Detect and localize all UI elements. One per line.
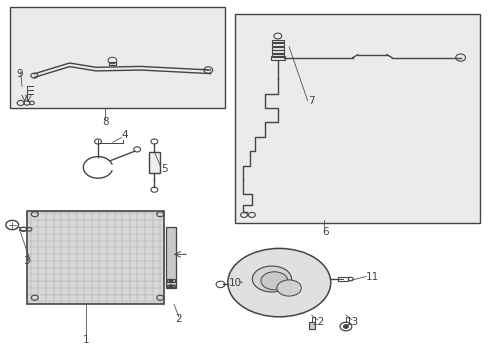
Text: 5: 5 bbox=[161, 164, 168, 174]
Bar bbox=[272, 47, 284, 50]
Bar bbox=[272, 54, 284, 57]
Bar bbox=[272, 43, 284, 46]
Text: 13: 13 bbox=[346, 317, 360, 327]
Bar bbox=[167, 279, 175, 282]
Bar bbox=[272, 50, 284, 53]
Bar bbox=[10, 7, 225, 108]
Text: 7: 7 bbox=[308, 96, 315, 106]
Text: 1: 1 bbox=[82, 335, 89, 345]
Text: 4: 4 bbox=[122, 130, 128, 140]
Ellipse shape bbox=[277, 280, 301, 296]
Text: 3: 3 bbox=[24, 256, 30, 266]
Text: 11: 11 bbox=[366, 272, 379, 282]
Text: 10: 10 bbox=[229, 278, 242, 288]
Text: 12: 12 bbox=[312, 317, 325, 327]
Bar bbox=[272, 40, 284, 42]
Text: 8: 8 bbox=[102, 117, 109, 127]
Bar bbox=[149, 152, 160, 173]
Bar bbox=[309, 322, 315, 329]
Ellipse shape bbox=[252, 266, 292, 292]
Bar bbox=[167, 285, 175, 287]
Text: 2: 2 bbox=[175, 314, 182, 324]
Text: 9: 9 bbox=[16, 69, 23, 79]
Bar bbox=[108, 62, 116, 65]
Text: 6: 6 bbox=[322, 227, 329, 237]
Bar bbox=[27, 211, 164, 304]
Bar bbox=[166, 227, 176, 288]
Ellipse shape bbox=[228, 248, 331, 317]
Bar bbox=[235, 14, 480, 223]
Bar bbox=[271, 56, 285, 60]
Ellipse shape bbox=[261, 272, 288, 290]
Circle shape bbox=[343, 325, 348, 328]
Bar bbox=[338, 277, 348, 281]
Circle shape bbox=[169, 279, 173, 282]
Circle shape bbox=[169, 285, 173, 288]
